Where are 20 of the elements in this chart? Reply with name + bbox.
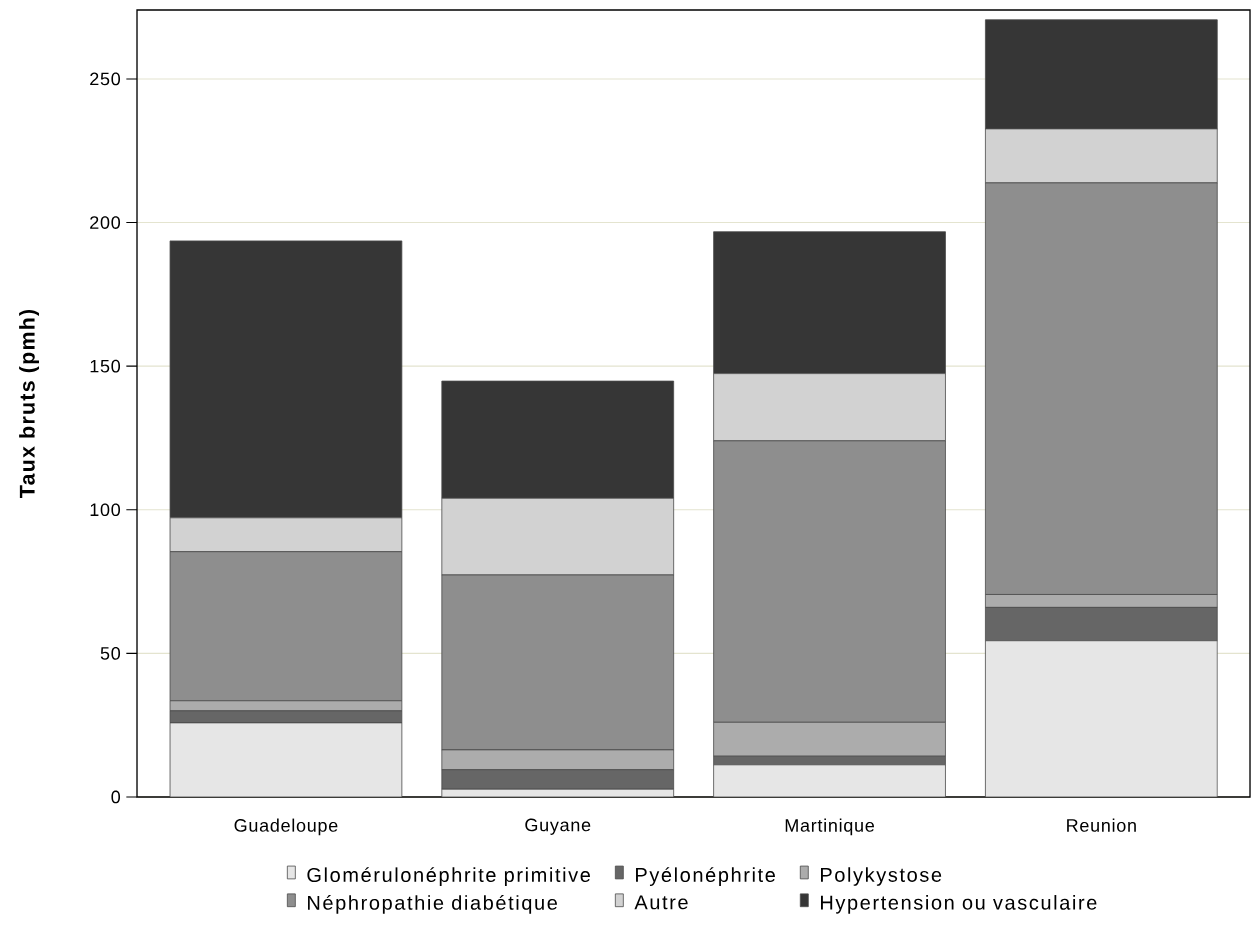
y-tick-label: 100: [90, 503, 121, 517]
y-tick-label: 150: [90, 359, 121, 373]
y-tick-label: 50: [100, 647, 121, 660]
bar: [985, 640, 1218, 797]
x-tick-label: Reunion: [1067, 818, 1136, 832]
bar: [170, 722, 402, 797]
legend-label: Pyélonéphrite: [636, 867, 775, 886]
y-tick-label: 200: [90, 216, 121, 229]
x-tick-label: Guadeloupe: [234, 818, 338, 836]
y-tick-label: 250: [90, 72, 121, 86]
x-tick-label: Guyane: [525, 818, 591, 835]
legend-label: Hypertension ou vasculaire: [821, 895, 1097, 914]
bar: [713, 764, 946, 797]
legend-label: Glomérulonéphrite primitive: [307, 867, 590, 886]
y-tick-label: 0: [111, 790, 121, 804]
legend-label: Polykystose: [821, 867, 942, 886]
legend-label: Autre: [634, 895, 688, 910]
y-axis-title: Taux bruts (pmh): [19, 309, 39, 498]
x-tick-label: Martinique: [785, 818, 874, 836]
legend-label: Néphropathie diabétique: [308, 894, 557, 914]
